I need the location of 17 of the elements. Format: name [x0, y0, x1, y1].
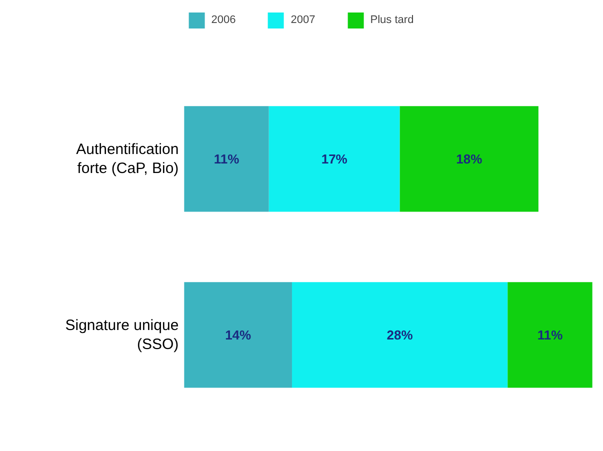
y-tick-label: Signature unique (SSO)	[65, 316, 179, 353]
data-label: 11%	[537, 327, 564, 342]
bar	[184, 282, 292, 388]
bar	[268, 106, 400, 212]
bar	[508, 282, 592, 388]
legend-label: 2006	[211, 14, 236, 26]
data-label: 18%	[456, 151, 483, 166]
data-label: 17%	[321, 151, 348, 166]
legend-label: Plus tard	[370, 14, 414, 26]
bar	[292, 282, 508, 388]
data-label: 11%	[214, 151, 240, 166]
y-tick-label: Authentification forte (CaP, Bio)	[76, 140, 179, 177]
bar	[400, 106, 538, 212]
legend-label: 2007	[290, 14, 316, 26]
data-label: 14%	[225, 327, 252, 342]
bar	[184, 106, 269, 212]
data-label: 28%	[386, 327, 414, 342]
